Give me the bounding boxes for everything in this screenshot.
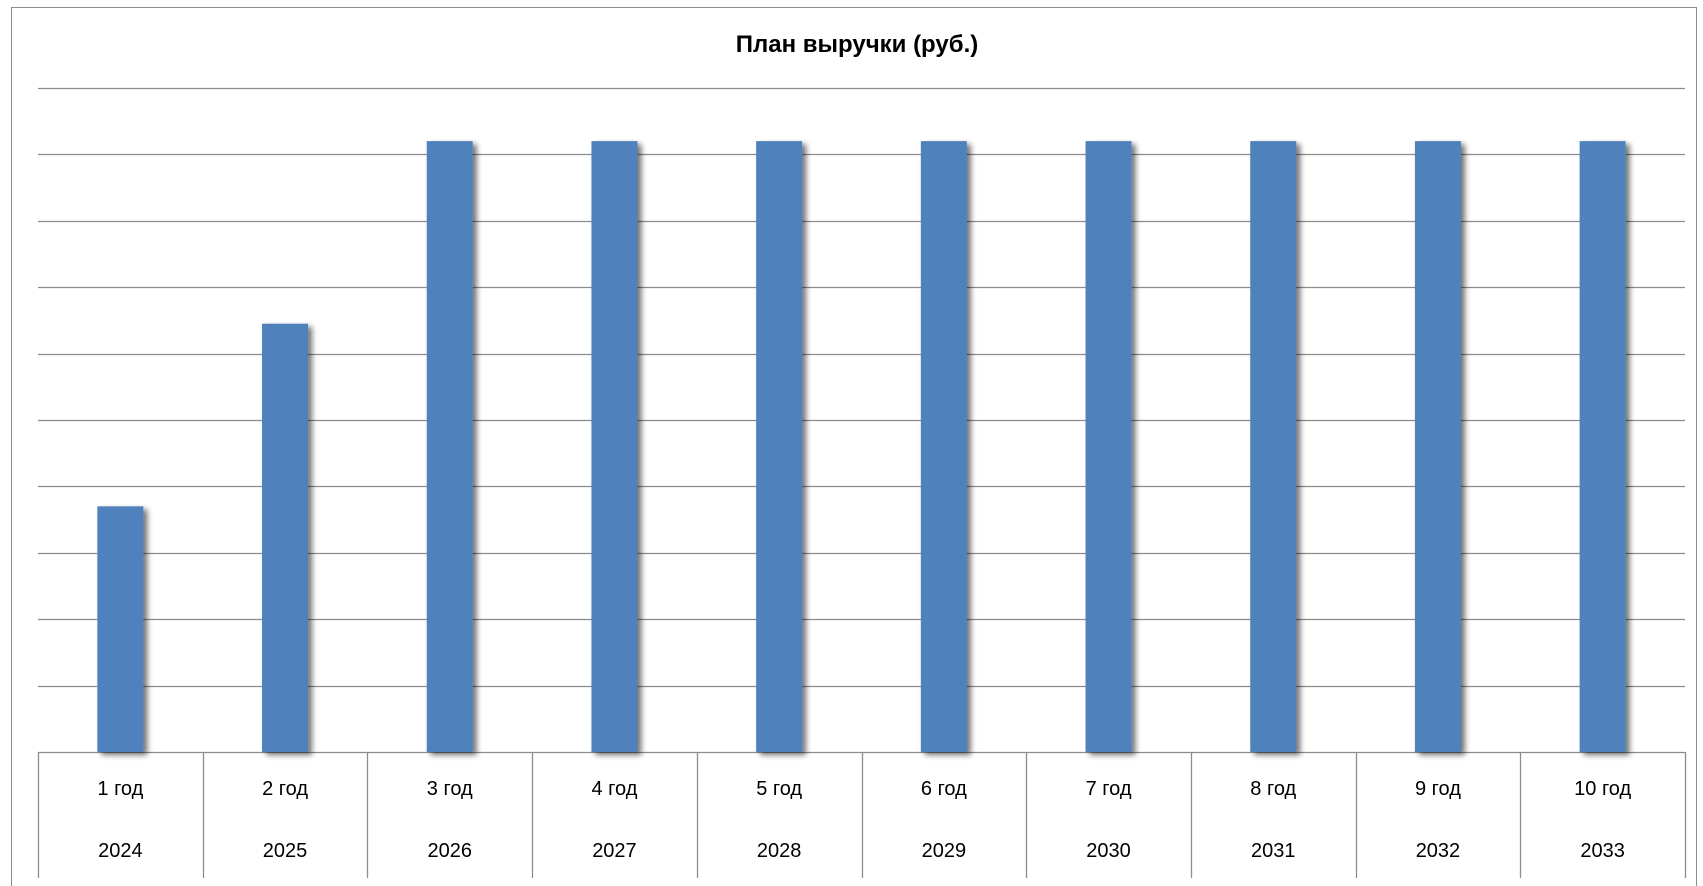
x-axis: 1 год 2024 2 год 2025 3 год 2026 4 год 2027 5 го… [37, 752, 1687, 878]
bar [1579, 141, 1626, 752]
x-tick-year-label: 2028 [757, 840, 802, 862]
x-tick-year-label: 2026 [428, 840, 473, 862]
x-tick-year-label: 2030 [1086, 840, 1131, 862]
bar [920, 141, 967, 752]
bar [426, 141, 473, 752]
x-tick-label: 8 год [1250, 778, 1296, 800]
x-tick-year-label: 2027 [592, 840, 637, 862]
chart-title: План выручки (руб.) [736, 31, 978, 58]
x-tick-year-label: 2031 [1251, 840, 1296, 862]
bar [1250, 141, 1297, 752]
bar [591, 141, 638, 752]
bar [1414, 141, 1461, 752]
bar [1085, 141, 1132, 752]
x-tick-label: 9 год [1415, 778, 1461, 800]
x-tick-label: 4 год [592, 778, 638, 800]
bar [756, 141, 803, 752]
x-tick-year-label: 2032 [1416, 840, 1461, 862]
gridlines [38, 87, 1685, 754]
x-tick-label: 10 год [1574, 778, 1631, 800]
x-tick-label: 6 год [921, 778, 967, 800]
x-tick-label: 3 год [427, 778, 473, 800]
x-tick-year-label: 2029 [922, 840, 967, 862]
x-tick-label: 2 год [262, 778, 308, 800]
x-tick-label: 5 год [756, 778, 802, 800]
x-tick-label: 7 год [1086, 778, 1132, 800]
x-tick-year-label: 2024 [98, 840, 143, 862]
x-tick-label: 1 год [97, 778, 143, 800]
x-tick-year-label: 2033 [1580, 840, 1625, 862]
bar [97, 506, 144, 752]
bars [97, 141, 1626, 752]
x-tick-year-label: 2025 [263, 840, 308, 862]
bar [262, 323, 309, 752]
